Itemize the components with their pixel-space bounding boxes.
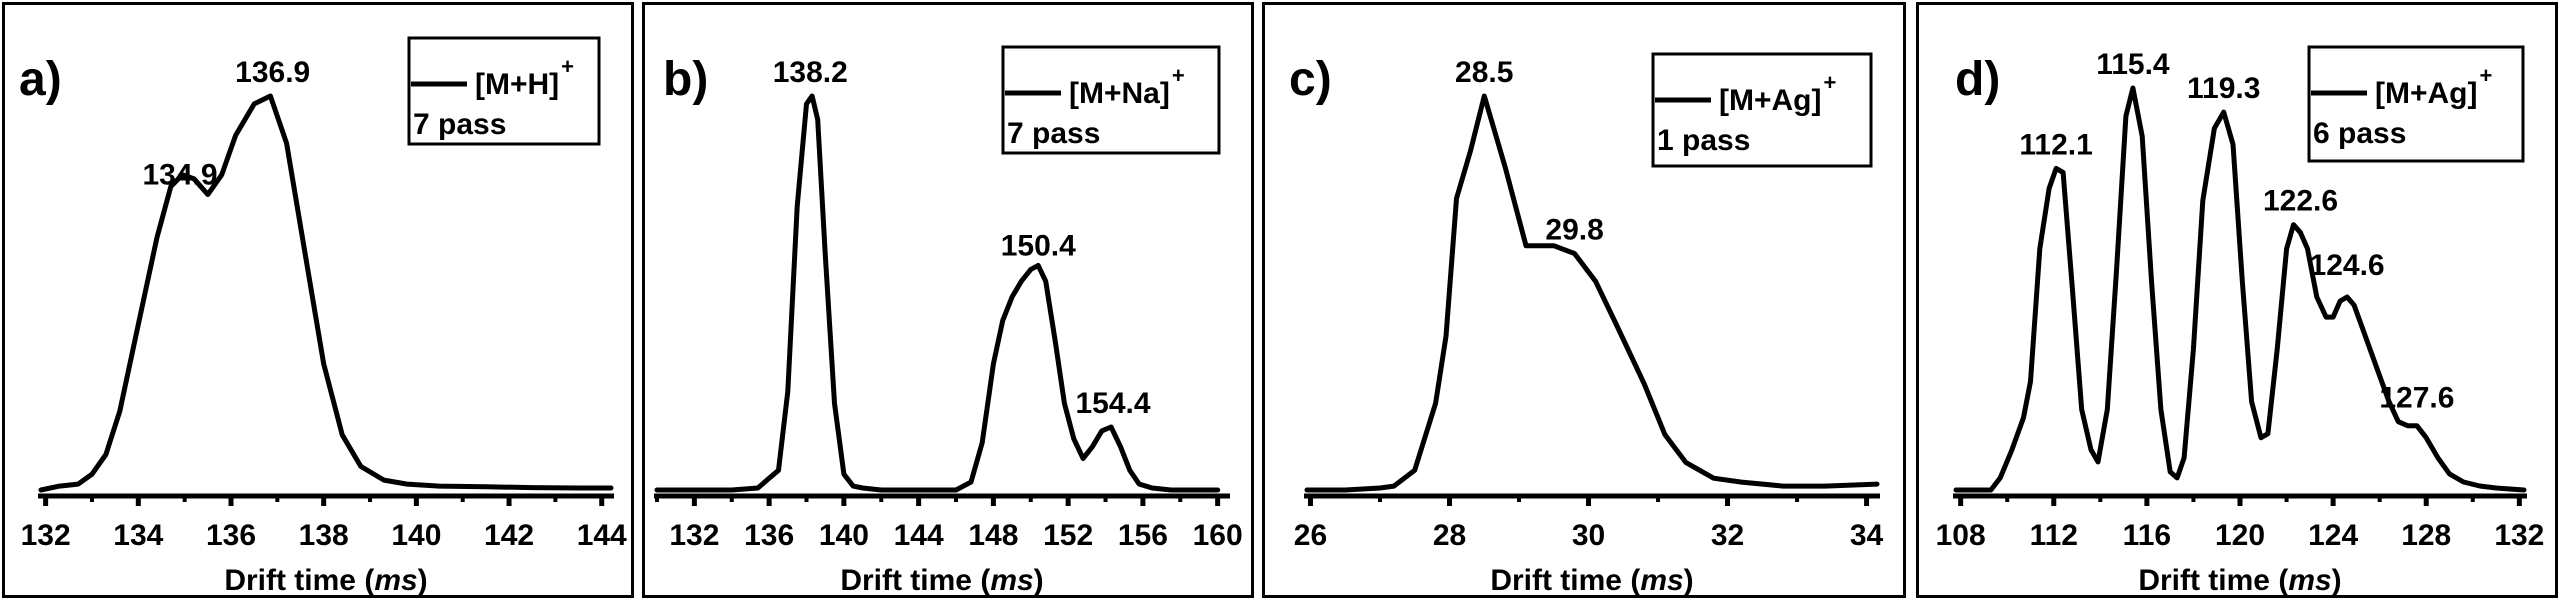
x-tick-label: 144 — [894, 519, 944, 552]
x-tick-label: 140 — [819, 519, 869, 552]
panel-letter: b) — [663, 53, 708, 106]
legend-charge: + — [561, 54, 574, 79]
legend-species: [M+Na] — [1069, 77, 1170, 110]
x-axis-label: Drift time (ms) — [2138, 564, 2341, 597]
legend: [M+H]+7 pass — [407, 36, 601, 146]
x-tick-label: 108 — [1936, 519, 1986, 552]
panel-b: b) 132 136 140 144 148 152 156 160 Drift time (ms… — [642, 2, 1254, 598]
legend-charge: + — [1823, 70, 1836, 95]
x-tick-label: 132 — [21, 519, 71, 552]
x-tick-label: 134 — [113, 519, 163, 552]
data-series-line — [38, 93, 614, 493]
data-series-line — [654, 93, 1221, 493]
plot-a: a) 132 134 136 138 140 142 144 Drift time (ms) 13… — [19, 36, 627, 597]
x-tick-label: 138 — [299, 519, 349, 552]
peak-label: 122.6 — [2263, 185, 2338, 218]
peak-label: 154.4 — [1075, 387, 1150, 420]
panel-c: c) 26 28 30 32 34 Drift time (ms) 28.5 29.8 [M+Ag… — [1262, 2, 1906, 598]
x-axis-label: Drift time (ms) — [224, 564, 427, 597]
x-tick-label: 26 — [1294, 519, 1327, 552]
x-tick-label: 136 — [744, 519, 794, 552]
x-tick-label: 152 — [1043, 519, 1093, 552]
panel-letter: d) — [1955, 53, 2000, 106]
legend-charge: + — [2479, 63, 2492, 88]
peak-label: 138.2 — [773, 56, 848, 89]
panel-letter: c) — [1289, 53, 1332, 106]
panel-a: a) 132 134 136 138 140 142 144 Drift time (ms) 13… — [2, 2, 634, 598]
peak-label: 136.9 — [235, 56, 310, 89]
legend-species: [M+Ag] — [2375, 77, 2477, 110]
legend-charge: + — [1172, 63, 1185, 88]
data-series-line — [1953, 85, 2527, 493]
x-axis-label: Drift time (ms) — [1490, 564, 1693, 597]
x-tick-label: 144 — [577, 519, 627, 552]
peak-label: 150.4 — [1001, 229, 1076, 262]
x-tick-label: 160 — [1193, 519, 1243, 552]
x-tick-label: 132 — [669, 519, 719, 552]
x-tick-label: 140 — [391, 519, 441, 552]
x-axis-label: Drift time (ms) — [840, 564, 1043, 597]
legend-species: [M+Ag] — [1719, 84, 1821, 117]
panel-d: d) 108 112 116 120 124 128 132 Drift time (ms) 11… — [1916, 2, 2558, 598]
x-tick-label: 128 — [2401, 519, 2451, 552]
plot-c: c) 26 28 30 32 34 Drift time (ms) 28.5 29.8 [M+Ag… — [1289, 52, 1884, 597]
x-tick-label: 142 — [484, 519, 534, 552]
legend-passes: 1 pass — [1657, 124, 1750, 157]
legend-passes: 6 pass — [2313, 117, 2406, 150]
peak-label: 112.1 — [2019, 128, 2092, 161]
x-tick-label: 32 — [1711, 519, 1744, 552]
x-tick-label: 148 — [968, 519, 1018, 552]
legend: [M+Na]+7 pass — [1001, 45, 1221, 155]
peak-label: 124.6 — [2310, 249, 2385, 282]
x-tick-label: 132 — [2494, 519, 2544, 552]
x-tick-label: 156 — [1118, 519, 1168, 552]
panel-letter: a) — [19, 53, 62, 106]
x-tick-label: 136 — [206, 519, 256, 552]
data-series-line — [1304, 93, 1880, 493]
legend-passes: 7 pass — [1007, 117, 1100, 150]
x-tick-label: 112 — [2030, 519, 2078, 552]
plot-d: d) 108 112 116 120 124 128 132 Drift time (ms) 11… — [1936, 45, 2544, 597]
x-tick-label: 28 — [1433, 519, 1466, 552]
peak-label: 134.9 — [142, 158, 217, 191]
legend: [M+Ag]+1 pass — [1651, 52, 1873, 168]
peak-label: 115.4 — [2096, 48, 2170, 81]
peak-label: 127.6 — [2379, 382, 2454, 415]
legend-passes: 7 pass — [413, 108, 506, 141]
legend: [M+Ag]+6 pass — [2307, 45, 2525, 163]
plot-b: b) 132 136 140 144 148 152 156 160 Drift time (ms… — [654, 45, 1243, 597]
x-tick-label: 34 — [1850, 519, 1884, 552]
x-tick-label: 116 — [2123, 519, 2171, 552]
peak-label: 28.5 — [1455, 56, 1513, 89]
peak-label: 29.8 — [1545, 214, 1603, 247]
legend-species: [M+H] — [475, 68, 559, 101]
x-tick-label: 120 — [2215, 519, 2265, 552]
x-tick-label: 30 — [1572, 519, 1605, 552]
peak-label: 119.3 — [2187, 72, 2260, 105]
x-tick-label: 124 — [2308, 519, 2358, 552]
